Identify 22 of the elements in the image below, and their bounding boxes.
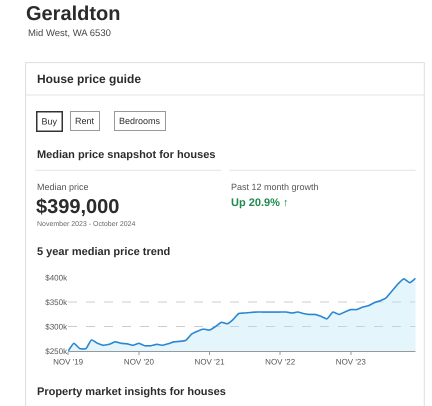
x-tick-label: NOV '19 <box>53 358 84 367</box>
text: Geraldton <box>26 3 120 25</box>
text: Rent <box>75 116 95 126</box>
y-tick-label: $350k <box>45 298 68 308</box>
y-tick-label: $300k <box>45 322 68 332</box>
text: Up 20.9% ↑ <box>231 197 288 209</box>
text: Median price snapshot for houses <box>37 149 216 161</box>
text: Past 12 month growth <box>231 182 319 192</box>
text: $399,000 <box>36 196 120 218</box>
text: Property market insights for houses <box>37 386 226 398</box>
text: House price guide <box>37 72 142 86</box>
x-tick-label: NOV '20 <box>124 358 154 367</box>
x-tick-label: NOV '21 <box>194 358 226 367</box>
chart-title: 5 year median price trend <box>37 246 170 258</box>
x-tick-label: NOV '23 <box>336 358 366 367</box>
y-tick-label: $400k <box>45 274 68 283</box>
x-tick-label: NOV '22 <box>265 358 296 367</box>
text: Mid West, WA 6530 <box>28 28 111 39</box>
text: Buy <box>42 116 58 126</box>
text: Median price <box>37 182 89 192</box>
text: Bedrooms <box>119 116 161 126</box>
y-tick-label: $250k <box>45 346 68 356</box>
